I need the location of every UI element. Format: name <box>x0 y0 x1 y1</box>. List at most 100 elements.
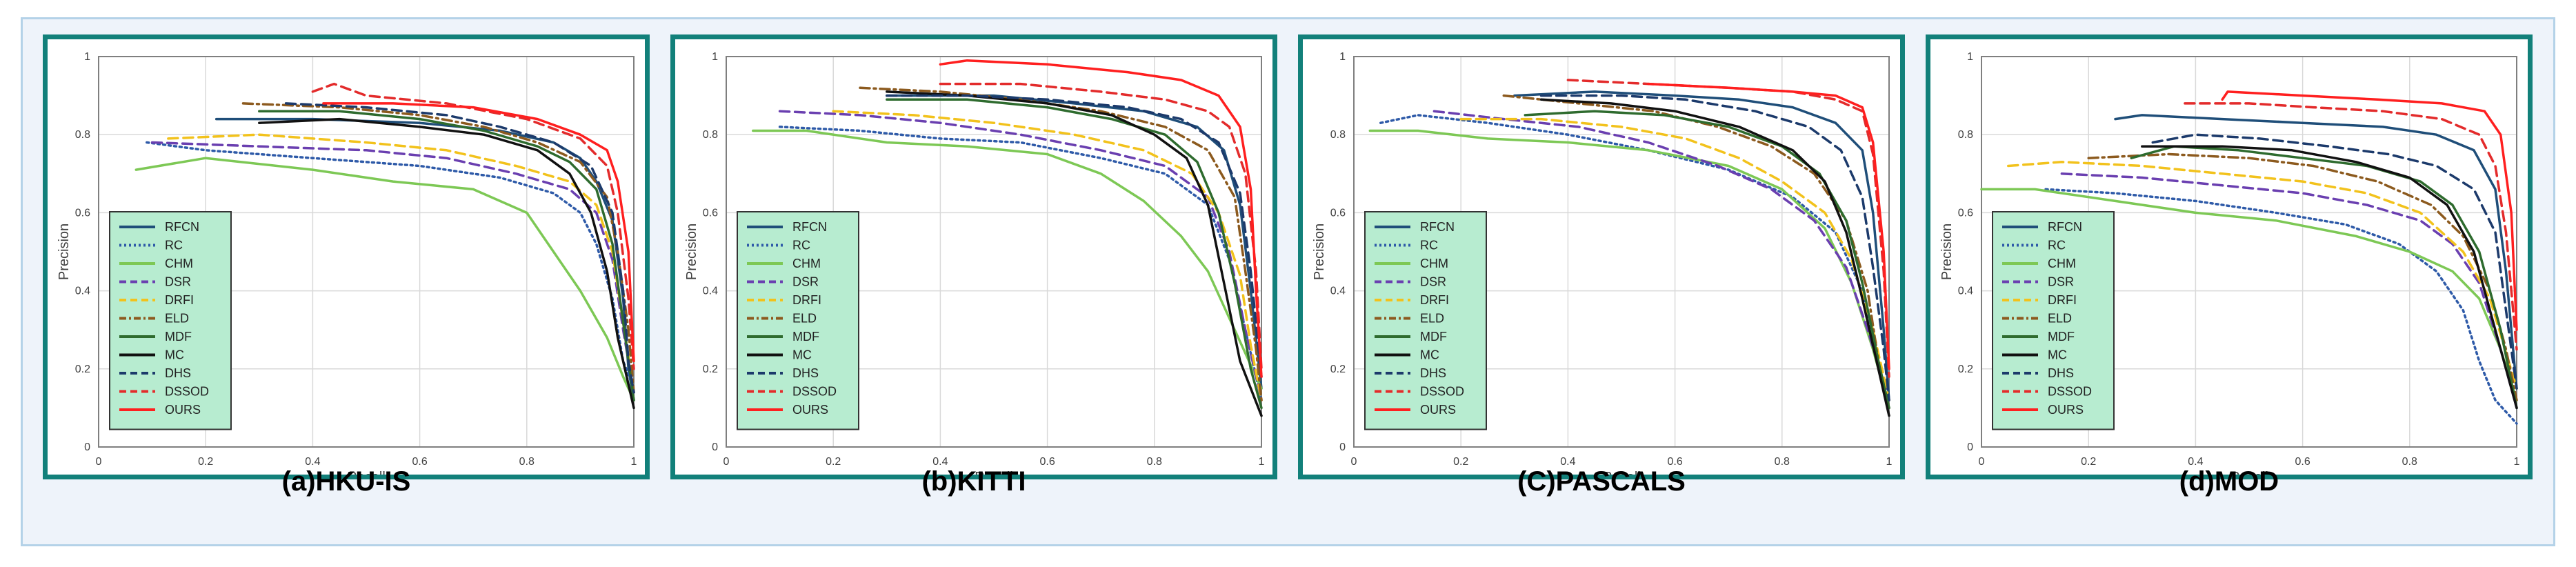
legend-box <box>1992 211 2115 430</box>
series-line-eld <box>1502 94 1890 410</box>
caption-mod: (d)MOD <box>2179 466 2279 497</box>
series-line-mdf <box>886 98 1263 410</box>
y-tick-label: 0.8 <box>703 129 718 141</box>
legend-label-dssod: DSSOD <box>165 385 209 399</box>
chart-panel-pascals: 0 0.2 0.4 0.6 0.8 1 0 0.2 0.4 0.6 0.8 1 Recall Precis… <box>1298 34 1905 479</box>
chart-panel-kitti: 0 0.2 0.4 0.6 0.8 1 0 0.2 0.4 0.6 0.8 1 Recall Precis… <box>670 34 1277 479</box>
y-tick-label: 0.4 <box>75 286 90 297</box>
x-axis-label: Recall <box>975 470 1013 475</box>
pr-curve-chart: 0 0.2 0.4 0.6 0.8 1 0 0.2 0.4 0.6 0.8 1 Recall Precis… <box>1312 51 1893 475</box>
plot-area-border <box>726 56 1262 448</box>
legend-label-eld: ELD <box>165 312 189 326</box>
y-tick-label: 0.6 <box>703 207 718 219</box>
x-tick-label: 0 <box>1351 456 1357 468</box>
legend-label-dssod: DSSOD <box>792 385 837 399</box>
chart-panel-mod: 0 0.2 0.4 0.6 0.8 1 0 0.2 0.4 0.6 0.8 1 Recall Precis… <box>1926 34 2533 479</box>
series-line-drfi <box>832 110 1263 401</box>
x-tick-label: 0.2 <box>826 456 841 468</box>
x-tick-label: 1 <box>1259 456 1265 468</box>
series-line-ours <box>2221 90 2518 331</box>
legend-label-mc: MC <box>165 348 184 362</box>
x-tick-label: 0.6 <box>2295 456 2310 468</box>
pr-curve-chart: 0 0.2 0.4 0.6 0.8 1 0 0.2 0.4 0.6 0.8 1 Recall Precis… <box>684 51 1265 475</box>
y-tick-label: 1 <box>84 51 90 63</box>
x-tick-label: 0.2 <box>1453 456 1468 468</box>
series-line-ours <box>1647 82 1890 370</box>
caption-kitti: (b)KITTI <box>921 466 1026 497</box>
legend-label-ours: OURS <box>165 403 201 417</box>
legend-label-eld: ELD <box>2048 312 2072 326</box>
y-tick-label: 1 <box>712 51 718 63</box>
x-axis-label: Recall <box>2230 470 2268 475</box>
series-line-dhs <box>886 94 1263 378</box>
legend-box <box>109 211 232 430</box>
series-line-drfi <box>2007 161 2518 390</box>
y-tick-label: 0.4 <box>703 286 718 297</box>
series-line-rfcn <box>1513 90 1890 401</box>
y-tick-label: 0.4 <box>1330 286 1346 297</box>
x-tick-label: 0.4 <box>932 456 948 468</box>
y-tick-label: 0 <box>1967 441 1973 453</box>
legend-label-drfi: DRFI <box>2048 293 2077 307</box>
legend-label-rc: RC <box>2048 239 2066 252</box>
series-line-ours <box>939 59 1263 378</box>
legend-label-eld: ELD <box>1420 312 1444 326</box>
series-line-eld <box>241 102 635 394</box>
series-line-dssod <box>2184 102 2518 351</box>
legend-label-dsr: DSR <box>2048 275 2074 289</box>
legend-label-dsr: DSR <box>165 275 191 289</box>
legend-label-drfi: DRFI <box>1420 293 1449 307</box>
legend-label-dssod: DSSOD <box>2048 385 2092 399</box>
legend-label-dhs: DHS <box>1420 366 1446 380</box>
x-tick-label: 0.8 <box>519 456 535 468</box>
legend-label-mdf: MDF <box>165 330 192 344</box>
x-tick-label: 0.6 <box>412 456 427 468</box>
y-axis-label: Precision <box>1939 223 1955 280</box>
legend-label-mc: MC <box>1420 348 1439 362</box>
y-axis-label: Precision <box>684 223 699 280</box>
series-line-rfcn <box>214 117 635 401</box>
plot-area-border <box>1981 56 2517 448</box>
series-line-dhs <box>2151 133 2518 390</box>
series-line-rc <box>2044 188 2518 425</box>
legend-label-dhs: DHS <box>165 366 191 380</box>
y-tick-label: 1 <box>1967 51 1973 63</box>
legend-label-rfcn: RFCN <box>165 220 199 234</box>
x-tick-label: 0.2 <box>2081 456 2096 468</box>
legend-label-rfcn: RFCN <box>2048 220 2082 234</box>
caption-hku-is: (a)HKU-IS <box>281 466 411 497</box>
x-tick-label: 0.8 <box>1775 456 1790 468</box>
series-line-rfcn <box>2114 114 2518 390</box>
y-axis-label: Precision <box>1312 223 1327 280</box>
legend-box <box>1364 211 1487 430</box>
legend-label-ours: OURS <box>2048 403 2084 417</box>
x-tick-label: 0.4 <box>305 456 320 468</box>
legend-label-chm: CHM <box>165 257 193 270</box>
y-tick-label: 1 <box>1339 51 1346 63</box>
x-tick-label: 0.4 <box>2188 456 2203 468</box>
series-line-mc <box>886 90 1263 417</box>
legend-label-rfcn: RFCN <box>1420 220 1455 234</box>
series-line-drfi <box>167 133 635 394</box>
series-line-rfcn <box>886 94 1263 390</box>
y-tick-label: 0 <box>84 441 90 453</box>
pr-curve-chart: 0 0.2 0.4 0.6 0.8 1 0 0.2 0.4 0.6 0.8 1 Recall Precis… <box>1939 51 2520 475</box>
series-line-dsr <box>150 141 635 394</box>
y-tick-label: 0.8 <box>75 129 90 141</box>
series-line-dssod <box>311 82 635 370</box>
x-axis-label: Recall <box>347 470 386 475</box>
legend-label-rc: RC <box>1420 239 1438 252</box>
y-tick-label: 0.6 <box>1330 207 1346 219</box>
legend-label-dsr: DSR <box>792 275 819 289</box>
y-tick-label: 0.2 <box>703 364 718 375</box>
legend-label-rc: RC <box>792 239 810 252</box>
plot-area-border <box>1353 56 1890 448</box>
y-tick-label: 0.2 <box>1958 364 1973 375</box>
x-tick-label: 0 <box>723 456 730 468</box>
legend-label-mdf: MDF <box>2048 330 2075 344</box>
x-tick-label: 1 <box>631 456 637 468</box>
series-line-chm <box>134 157 635 401</box>
caption-pascals: (C)PASCALS <box>1517 466 1686 497</box>
legend-label-dhs: DHS <box>792 366 819 380</box>
y-tick-label: 0 <box>1339 441 1346 453</box>
